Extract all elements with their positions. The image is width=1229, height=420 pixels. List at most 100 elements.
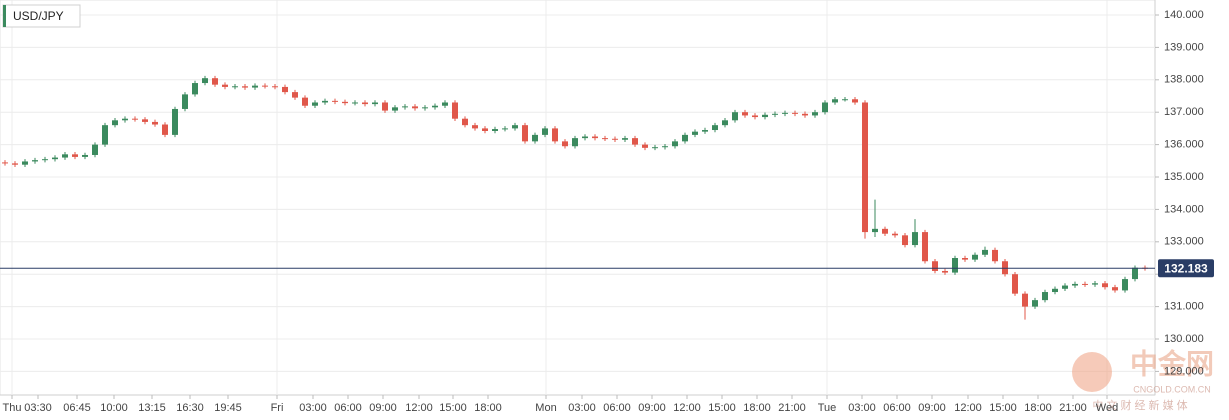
candle-body — [462, 118, 468, 126]
candle-body — [592, 136, 598, 139]
candle-body — [952, 258, 958, 273]
candle-body — [992, 249, 998, 262]
candle-body — [1062, 285, 1068, 289]
candle-body — [742, 112, 748, 116]
candle-body — [972, 254, 978, 260]
candle-body — [502, 128, 508, 130]
x-tick-label: 13:15 — [138, 402, 166, 414]
candle-body — [442, 102, 448, 106]
candle-body — [1092, 283, 1098, 285]
candle-body — [792, 112, 798, 114]
candle-body — [822, 102, 828, 113]
candle-body — [52, 157, 58, 160]
candle-body — [732, 112, 738, 121]
x-tick-label: 06:00 — [603, 402, 631, 414]
watermark-logo — [1072, 352, 1112, 392]
candle-body — [572, 138, 578, 147]
candle-body — [902, 235, 908, 246]
candle-body — [22, 161, 28, 165]
candle-body — [542, 128, 548, 135]
candle-body — [702, 130, 708, 132]
y-tick-label: 134.000 — [1164, 203, 1204, 215]
candle-body — [472, 125, 478, 129]
candle-body — [582, 136, 588, 139]
candle-body — [172, 108, 178, 135]
candle-body — [62, 154, 68, 158]
candle-body — [302, 97, 308, 106]
candle-body — [862, 102, 868, 233]
x-tick-label: 03:00 — [848, 402, 876, 414]
candle-body — [912, 232, 918, 246]
candle-body — [932, 261, 938, 271]
x-tick-label: 15:00 — [708, 402, 736, 414]
x-tick-label: 18:00 — [1024, 402, 1052, 414]
candle-body — [342, 101, 348, 104]
candle-body — [552, 128, 558, 142]
candle-body — [602, 138, 608, 140]
x-tick-label: 12:00 — [673, 402, 701, 414]
candle-body — [162, 124, 168, 135]
candle-body — [452, 102, 458, 119]
candle-body — [1, 162, 8, 164]
candle-body — [232, 86, 238, 88]
candle-body — [432, 105, 438, 108]
candle-body — [212, 78, 218, 85]
candle-body — [772, 113, 778, 115]
x-tick-label: 09:00 — [369, 402, 397, 414]
candle-body — [1122, 279, 1128, 291]
candle-body — [152, 121, 158, 125]
y-tick-label: 133.000 — [1164, 236, 1204, 248]
candle-body — [372, 102, 378, 105]
candle-body — [482, 128, 488, 131]
x-tick-label: 06:00 — [334, 402, 362, 414]
candle-body — [882, 228, 888, 234]
candle-body — [662, 146, 668, 148]
candle-body — [692, 131, 698, 135]
y-tick-label: 135.000 — [1164, 171, 1204, 183]
candle-body — [1052, 288, 1058, 293]
candle-body — [142, 119, 148, 122]
x-tick-label: 03:30 — [24, 402, 52, 414]
candle-body — [762, 114, 768, 118]
x-tick-label: 21:00 — [1059, 402, 1087, 414]
candle-body — [632, 138, 638, 145]
y-tick-label: 140.000 — [1164, 9, 1204, 21]
candles — [1, 75, 1148, 320]
x-tick-label: Fri — [271, 402, 284, 414]
candle-body — [1102, 283, 1108, 288]
candle-body — [652, 147, 658, 149]
candle-body — [1032, 300, 1038, 307]
watermark-text: 中金网 — [1130, 347, 1214, 379]
candle-body — [852, 99, 858, 103]
candle-body — [122, 118, 128, 121]
candle-body — [102, 125, 108, 145]
candle-body — [242, 86, 248, 88]
candle-body — [812, 112, 818, 116]
candle-body — [842, 99, 848, 101]
grid — [0, 0, 1155, 395]
x-tick-label: 09:00 — [638, 402, 666, 414]
candle-body — [682, 134, 688, 142]
last-price-tag — [1158, 259, 1214, 278]
candle-body — [112, 120, 118, 126]
candle-body — [42, 159, 48, 161]
candle-body — [202, 78, 208, 84]
x-tick-label: 21:00 — [778, 402, 806, 414]
y-tick-label: 138.000 — [1164, 74, 1204, 86]
candle-body — [752, 115, 758, 118]
last-price-label: 132.183 — [1164, 261, 1208, 275]
candle-body — [1042, 292, 1048, 301]
x-tick-label: 18:00 — [474, 402, 502, 414]
watermark-text: CNGOLD.COM.CN — [1133, 384, 1211, 394]
x-tick-label: 15:00 — [989, 402, 1017, 414]
candle-body — [92, 144, 98, 155]
candle-body — [642, 144, 648, 148]
title-accent — [3, 5, 6, 27]
y-tick-label: 139.000 — [1164, 41, 1204, 53]
candle-body — [402, 106, 408, 108]
watermark-text: 中 文 财 经 新 媒 体 — [1092, 398, 1187, 412]
y-tick-label: 136.000 — [1164, 139, 1204, 151]
candle-body — [712, 125, 718, 131]
x-tick-label: 03:00 — [299, 402, 327, 414]
